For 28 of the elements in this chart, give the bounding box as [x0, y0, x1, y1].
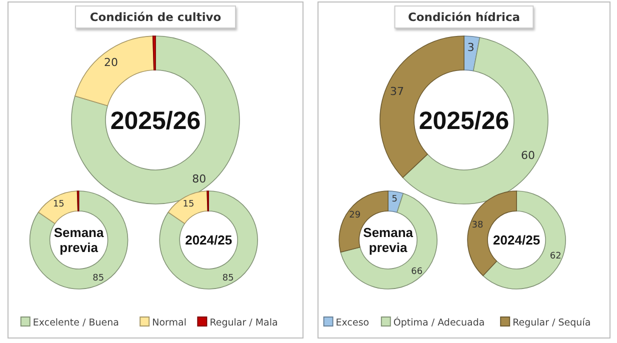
data-label: 62 — [550, 252, 562, 262]
slice-label: Semana previa — [363, 225, 414, 256]
data-label: 15 — [182, 199, 194, 210]
legend-label: Excelente / Buena — [32, 317, 119, 328]
data-label: 85 — [222, 273, 234, 284]
legend-label: Exceso — [336, 317, 370, 328]
legend-label: Óptima / Adecuada — [393, 316, 485, 328]
chart-title: Condición de cultivo — [90, 10, 222, 24]
slice-label: 2025/26 — [110, 106, 201, 135]
data-label: 85 — [92, 273, 104, 284]
data-label: 3 — [467, 41, 474, 54]
data-label: 20 — [104, 56, 118, 70]
data-label: 38 — [472, 220, 484, 231]
slice-label: 2024/25 — [493, 232, 540, 248]
data-label: 29 — [349, 210, 361, 220]
legend-label: Regular / Sequía — [512, 317, 591, 328]
data-label: 80 — [192, 172, 206, 186]
legend-label: Regular / Mala — [210, 317, 278, 328]
data-label: 60 — [520, 149, 535, 162]
data-label: 5 — [392, 194, 398, 205]
data-label: 37 — [390, 84, 404, 98]
slice-label: Semana previa — [54, 225, 104, 256]
slice-label: 2025/26 — [418, 106, 510, 135]
data-label: 15 — [52, 199, 64, 210]
slice-label: 2024/25 — [185, 232, 232, 248]
chart-title: Condición hídrica — [408, 10, 520, 24]
legend-label: Normal — [152, 317, 186, 328]
data-label: 66 — [411, 266, 423, 277]
